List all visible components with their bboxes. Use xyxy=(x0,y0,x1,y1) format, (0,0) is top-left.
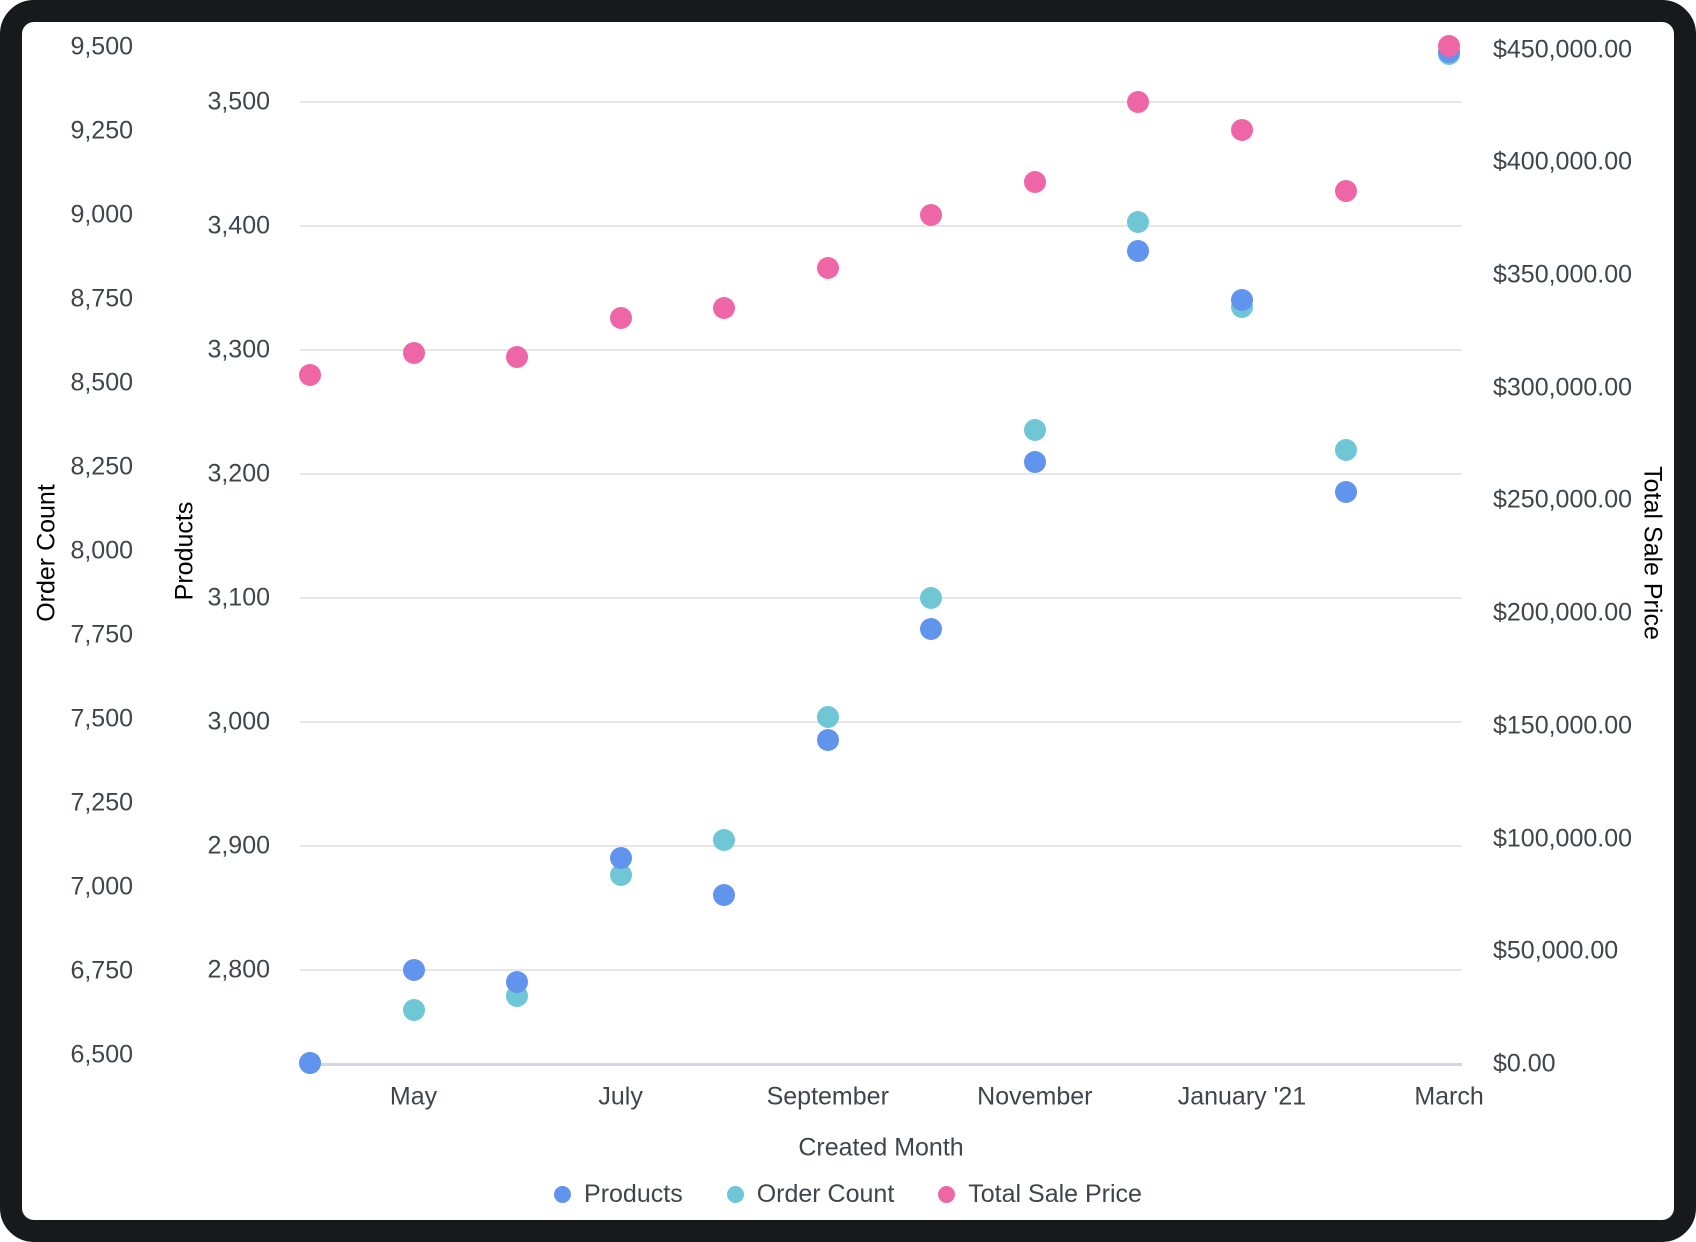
order-count-tick-label: 7,750 xyxy=(70,620,133,649)
total-sale-price-tick-label: $300,000.00 xyxy=(1493,373,1633,402)
order-count-tick-label: 8,000 xyxy=(70,536,133,565)
order-count-tick-label: 7,500 xyxy=(70,704,133,733)
gridline xyxy=(300,968,1462,971)
gridline xyxy=(300,472,1462,475)
x-axis-tick-label: January '21 xyxy=(1177,1082,1307,1111)
data-point-order_count[interactable] xyxy=(920,587,943,610)
data-point-products[interactable] xyxy=(402,958,425,981)
total-sale-price-tick-label: $150,000.00 xyxy=(1493,711,1633,740)
order-count-tick-label: 9,500 xyxy=(70,32,133,61)
data-point-products[interactable] xyxy=(1127,239,1150,262)
data-point-order_count[interactable] xyxy=(1127,210,1150,233)
data-point-total_sale_price[interactable] xyxy=(713,297,736,319)
gridline xyxy=(300,100,1462,103)
data-point-total_sale_price[interactable] xyxy=(920,204,943,227)
data-point-products[interactable] xyxy=(506,971,529,994)
data-point-products[interactable] xyxy=(920,617,943,640)
gridline xyxy=(300,224,1462,227)
total-sale-price-tick-label: $0.00 xyxy=(1493,1049,1556,1078)
order-count-tick-label: 6,750 xyxy=(70,956,133,985)
data-point-total_sale_price[interactable] xyxy=(506,346,529,369)
order-count-tick-label: 8,500 xyxy=(70,368,133,397)
y-axis-title-order-count: Order Count xyxy=(32,484,61,622)
chart-legend: Products Order Count Total Sale Price xyxy=(0,1180,1696,1209)
x-axis-tick-label: July xyxy=(598,1082,643,1111)
order-count-tick-label: 8,250 xyxy=(70,452,133,481)
products-tick-label: 3,000 xyxy=(207,707,270,736)
data-point-products[interactable] xyxy=(609,847,632,870)
x-axis-tick-label: March xyxy=(1414,1082,1484,1111)
data-point-order_count[interactable] xyxy=(713,828,736,851)
total-sale-price-tick-label: $450,000.00 xyxy=(1493,35,1633,64)
data-point-total_sale_price[interactable] xyxy=(816,257,839,280)
data-point-products[interactable] xyxy=(1023,450,1046,473)
products-tick-label: 2,900 xyxy=(207,831,270,860)
y-axis-title-total-sale-price: Total Sale Price xyxy=(1638,466,1667,640)
legend-item-label: Products xyxy=(584,1180,683,1208)
x-axis-tick-label: September xyxy=(766,1082,889,1111)
legend-item-products[interactable]: Products xyxy=(554,1180,683,1209)
products-tick-label: 3,100 xyxy=(207,583,270,612)
legend-item-order-count[interactable]: Order Count xyxy=(726,1180,895,1209)
data-point-total_sale_price[interactable] xyxy=(402,342,425,365)
data-point-products[interactable] xyxy=(1230,289,1253,312)
order-count-tick-label: 7,250 xyxy=(70,788,133,817)
data-point-total_sale_price[interactable] xyxy=(1127,90,1150,113)
data-point-total_sale_price[interactable] xyxy=(1438,35,1461,58)
gridline xyxy=(300,844,1462,847)
legend-dot-icon xyxy=(726,1186,744,1203)
total-sale-price-tick-label: $400,000.00 xyxy=(1493,147,1633,176)
legend-item-total-sale-price[interactable]: Total Sale Price xyxy=(938,1180,1142,1209)
legend-item-label: Order Count xyxy=(756,1180,895,1208)
total-sale-price-tick-label: $50,000.00 xyxy=(1493,936,1619,965)
order-count-tick-label: 8,750 xyxy=(70,284,133,313)
order-count-tick-label: 7,000 xyxy=(70,872,133,901)
total-sale-price-tick-label: $100,000.00 xyxy=(1493,824,1633,853)
x-axis-line xyxy=(303,1063,1462,1066)
total-sale-price-tick-label: $350,000.00 xyxy=(1493,260,1633,289)
legend-dot-icon xyxy=(938,1186,956,1203)
legend-item-label: Total Sale Price xyxy=(968,1180,1142,1208)
products-tick-label: 3,200 xyxy=(207,459,270,488)
total-sale-price-tick-label: $200,000.00 xyxy=(1493,598,1633,627)
y-axis-title-products: Products xyxy=(170,501,199,601)
data-point-products[interactable] xyxy=(713,884,736,907)
x-axis-tick-label: November xyxy=(977,1082,1093,1111)
order-count-tick-label: 9,000 xyxy=(70,200,133,229)
x-axis-tick-label: May xyxy=(389,1082,438,1111)
data-point-order_count[interactable] xyxy=(609,864,632,887)
products-tick-label: 3,400 xyxy=(207,211,270,240)
data-point-total_sale_price[interactable] xyxy=(1334,180,1357,203)
data-point-total_sale_price[interactable] xyxy=(609,306,632,329)
data-point-total_sale_price[interactable] xyxy=(1230,118,1253,141)
data-point-products[interactable] xyxy=(299,1051,321,1074)
data-point-products[interactable] xyxy=(1334,481,1357,504)
legend-dot-icon xyxy=(554,1186,572,1203)
order-count-tick-label: 9,250 xyxy=(70,116,133,145)
data-point-products[interactable] xyxy=(816,729,839,752)
data-point-order_count[interactable] xyxy=(402,998,425,1021)
total-sale-price-tick-label: $250,000.00 xyxy=(1493,485,1633,514)
data-point-order_count[interactable] xyxy=(1023,419,1046,442)
products-tick-label: 2,800 xyxy=(207,955,270,984)
gridline xyxy=(300,596,1462,599)
products-tick-label: 3,300 xyxy=(207,335,270,364)
products-tick-label: 3,500 xyxy=(207,87,270,116)
gridline xyxy=(300,720,1462,723)
data-point-order_count[interactable] xyxy=(1334,439,1357,462)
data-point-total_sale_price[interactable] xyxy=(299,363,321,386)
order-count-tick-label: 6,500 xyxy=(70,1040,133,1069)
data-point-total_sale_price[interactable] xyxy=(1023,171,1046,193)
gridline xyxy=(300,348,1462,351)
data-point-order_count[interactable] xyxy=(816,706,839,729)
x-axis-title: Created Month xyxy=(798,1133,964,1162)
